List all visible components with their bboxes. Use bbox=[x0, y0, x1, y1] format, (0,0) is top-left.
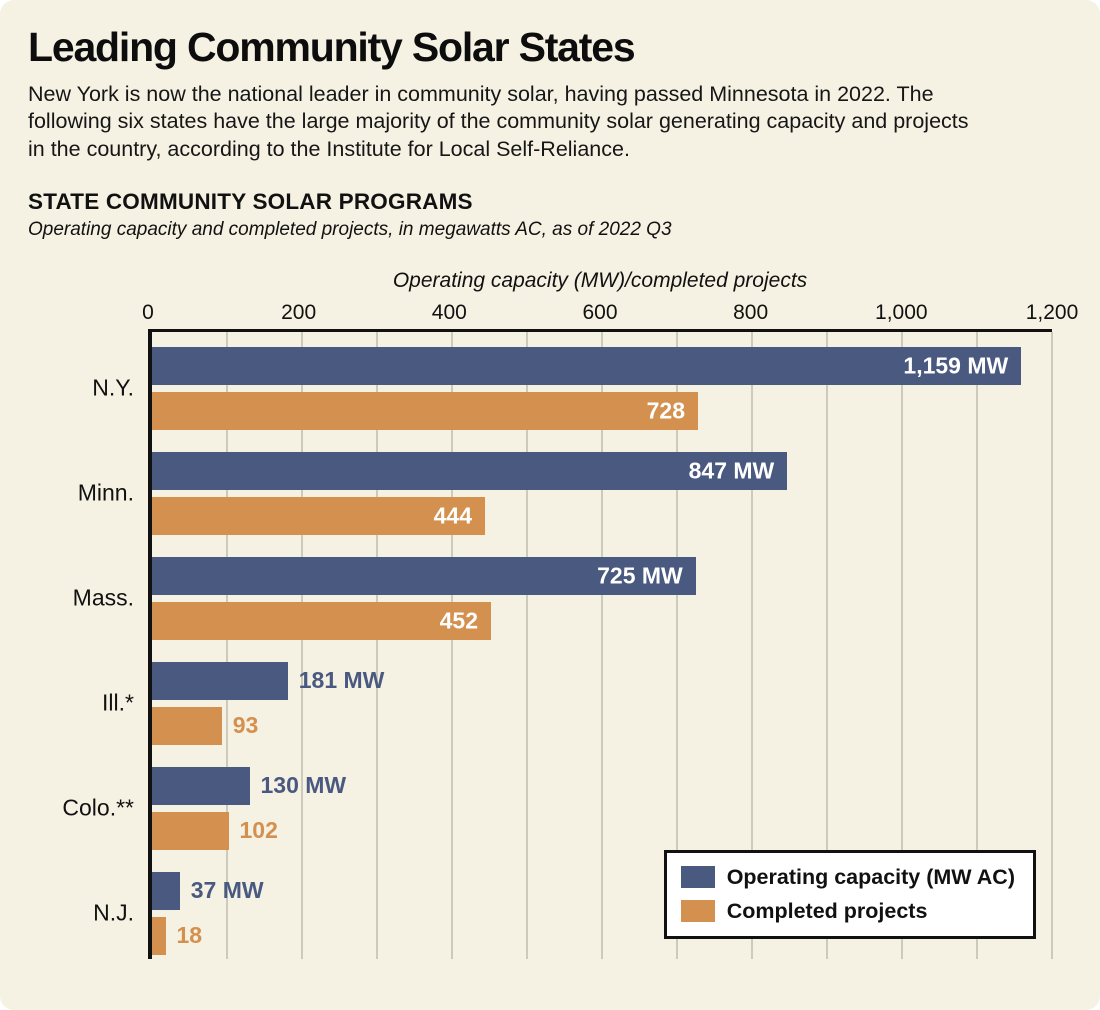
gridline bbox=[526, 331, 528, 959]
gridline bbox=[901, 331, 903, 959]
bar-value-label: 444 bbox=[433, 502, 472, 529]
bar-chart: Operating capacity (MW)/completed projec… bbox=[62, 268, 1078, 959]
x-axis-tick: 800 bbox=[733, 300, 769, 324]
plot-area: Operating capacity (MW AC) Completed pro… bbox=[62, 328, 1053, 959]
bar-value-label: 130 MW bbox=[260, 772, 347, 799]
bar-value-label: 728 bbox=[646, 397, 685, 424]
gridline bbox=[750, 331, 753, 959]
legend-label-projects: Completed projects bbox=[726, 898, 928, 923]
bar-row: 725 MW bbox=[152, 556, 1052, 595]
bar-row: 130 MW bbox=[152, 766, 1052, 805]
bar-row: 728 bbox=[152, 391, 1052, 430]
projects-swatch bbox=[680, 900, 715, 923]
bar-value-label: 452 bbox=[439, 607, 478, 634]
bar-group: Colo.** 130 MW 102 bbox=[62, 766, 1052, 850]
capacity-bar: 847 MW bbox=[152, 451, 788, 490]
category-label: N.Y. bbox=[92, 374, 134, 401]
gridline bbox=[376, 331, 378, 959]
gridline bbox=[601, 331, 603, 959]
bar-value-label: 1,159 MW bbox=[903, 352, 1009, 379]
legend: Operating capacity (MW AC) Completed pro… bbox=[663, 849, 1036, 939]
bar-row: 181 MW bbox=[152, 661, 1052, 700]
gridline bbox=[300, 331, 303, 959]
x-axis-tick: 600 bbox=[582, 300, 618, 324]
bar-row: 37 MW bbox=[152, 871, 1052, 910]
bar-group: N.J. 37 MW 18 bbox=[93, 871, 1052, 955]
legend-item-projects: Completed projects bbox=[680, 898, 1015, 924]
bar-row: 452 bbox=[152, 601, 1052, 640]
gridline bbox=[826, 331, 828, 959]
bar-value-label: 847 MW bbox=[688, 457, 775, 484]
chart-title: STATE COMMUNITY SOLAR PROGRAMS bbox=[28, 188, 473, 214]
x-axis-tick: 400 bbox=[431, 300, 467, 324]
bar-group: Mass. 725 MW 452 bbox=[73, 556, 1052, 640]
page-title: Leading Community Solar States bbox=[28, 24, 636, 70]
projects-bar bbox=[152, 916, 166, 955]
capacity-bar bbox=[152, 766, 250, 805]
bar-value-label: 37 MW bbox=[190, 877, 264, 904]
category-label: Ill.* bbox=[102, 689, 134, 716]
gridline bbox=[450, 331, 453, 959]
bar-group: N.Y. 1,159 MW 728 bbox=[92, 346, 1052, 430]
x-axis-ticks: 0 200 400 600 800 1,000 1,200 bbox=[142, 299, 1078, 329]
gridline bbox=[976, 331, 978, 959]
bar-value-label: 181 MW bbox=[298, 667, 385, 694]
x-axis-tick: 200 bbox=[281, 300, 317, 324]
bar-row: 444 bbox=[152, 496, 1052, 535]
category-label: Mass. bbox=[72, 584, 134, 611]
x-axis-tick: 1,000 bbox=[875, 300, 928, 324]
bar-group: Ill.* 181 MW 93 bbox=[102, 661, 1052, 745]
bar-value-label: 18 bbox=[176, 922, 203, 949]
projects-bar bbox=[152, 706, 222, 745]
projects-bar: 728 bbox=[152, 391, 698, 430]
bar-row: 18 bbox=[152, 916, 1052, 955]
bar-value-label: 725 MW bbox=[597, 562, 683, 589]
capacity-bar bbox=[152, 661, 288, 700]
capacity-bar bbox=[152, 871, 180, 910]
projects-bar: 444 bbox=[152, 496, 485, 535]
gridline bbox=[225, 331, 228, 959]
legend-label-capacity: Operating capacity (MW AC) bbox=[726, 864, 1015, 889]
x-axis-tick: 0 bbox=[142, 300, 154, 324]
bar-row: 93 bbox=[152, 706, 1052, 745]
capacity-bar: 725 MW bbox=[152, 556, 696, 595]
capacity-bar: 1,159 MW bbox=[152, 346, 1022, 385]
bar-row: 1,159 MW bbox=[152, 346, 1052, 385]
x-axis-tick: 1,200 bbox=[1025, 300, 1079, 324]
category-label: Minn. bbox=[77, 479, 134, 506]
category-label: N.J. bbox=[93, 899, 134, 926]
intro-paragraph: New York is now the national leader in c… bbox=[28, 82, 969, 161]
capacity-swatch bbox=[680, 866, 715, 889]
projects-bar: 452 bbox=[152, 601, 491, 640]
bar-value-label: 102 bbox=[239, 817, 278, 844]
bar-row: 102 bbox=[152, 811, 1052, 850]
chart-subtitle: Operating capacity and completed project… bbox=[28, 218, 672, 240]
legend-item-capacity: Operating capacity (MW AC) bbox=[680, 864, 1015, 890]
gridline bbox=[1051, 331, 1053, 959]
bar-row: 847 MW bbox=[152, 451, 1052, 490]
bar-value-label: 93 bbox=[232, 712, 259, 739]
x-axis-title: Operating capacity (MW)/completed projec… bbox=[392, 268, 808, 292]
bar-group: Minn. 847 MW 444 bbox=[78, 451, 1052, 535]
projects-bar bbox=[152, 811, 229, 850]
category-label: Colo.** bbox=[62, 794, 134, 821]
gridline bbox=[676, 331, 678, 959]
